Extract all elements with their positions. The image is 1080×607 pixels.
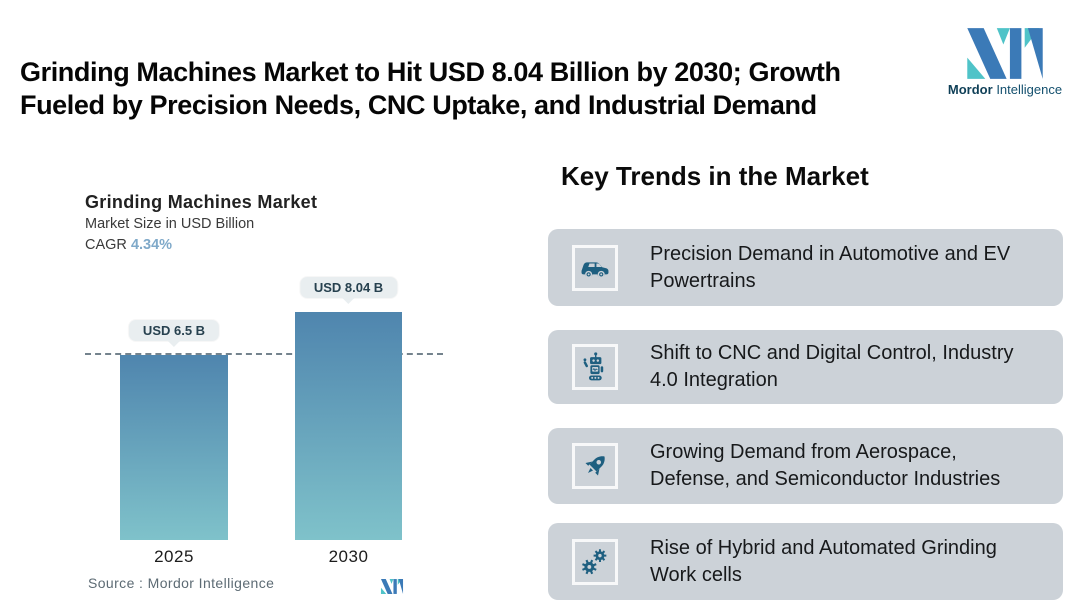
axis-label-2025: 2025 xyxy=(154,547,194,566)
trends-heading: Key Trends in the Market xyxy=(561,161,869,191)
brand-name-bold: Mordor xyxy=(947,82,993,97)
trend-card-automotive: Precision Demand in Automotive and EV Po… xyxy=(548,229,1063,306)
bar-group-2030: USD 8.04 B 2030 xyxy=(295,276,402,566)
value-pill: USD 8.04 B xyxy=(299,276,398,298)
robot-icon xyxy=(583,352,604,381)
trend-card-aerospace: Growing Demand from Aerospace, Defense, … xyxy=(548,428,1063,504)
trend-text: Precision Demand in Automotive and EV Po… xyxy=(650,241,1010,295)
pill-caret-icon xyxy=(342,297,355,304)
gears-icon xyxy=(582,548,607,574)
brand-name-regular: Intelligence xyxy=(996,82,1063,97)
page-title-line1: Grinding Machines Market to Hit USD 8.04… xyxy=(20,57,841,87)
axis-label-2030: 2030 xyxy=(328,547,369,566)
pill-caret-icon xyxy=(167,341,180,348)
bar-chart: USD 6.5 B 2025 USD 8.04 B 2030 xyxy=(85,276,443,566)
dashed-threshold-line xyxy=(85,353,443,356)
trend-icon-box xyxy=(572,443,618,489)
mordor-intelligence-logo-icon xyxy=(967,28,1043,79)
chart-cagr: CAGR 4.34% xyxy=(85,237,172,253)
cagr-value: 4.34% xyxy=(130,237,173,253)
value-label-2025: USD 6.5 B xyxy=(128,320,220,348)
trend-line: Rise of Hybrid and Automated Grinding xyxy=(650,536,997,559)
cagr-label: CAGR xyxy=(85,237,127,253)
trend-text: Growing Demand from Aerospace, Defense, … xyxy=(650,439,1000,493)
source-text: Source : Mordor Intelligence xyxy=(88,575,275,591)
value-pill: USD 6.5 B xyxy=(128,320,220,342)
rocket-icon xyxy=(585,456,605,476)
trend-line: Shift to CNC and Digital Control, Indust… xyxy=(650,342,1014,364)
bar-2030 xyxy=(295,311,402,540)
trend-line: 4.0 Integration xyxy=(650,369,778,391)
car-icon xyxy=(581,261,609,278)
value-label-2030: USD 8.04 B xyxy=(299,276,398,304)
page-title-line2: Fueled by Precision Needs, CNC Uptake, a… xyxy=(20,90,817,120)
trend-line: Powertrains xyxy=(650,269,756,292)
chart-subtitle: Market Size in USD Billion xyxy=(85,216,255,232)
trend-text: Shift to CNC and Digital Control, Indust… xyxy=(650,340,1014,394)
trend-icon-box xyxy=(572,344,618,390)
mordor-intelligence-mini-logo-icon xyxy=(380,579,404,594)
trend-line: Precision Demand in Automotive and EV xyxy=(650,242,1011,265)
trend-card-cnc: Shift to CNC and Digital Control, Indust… xyxy=(548,330,1063,404)
brand-name: Mordor Intelligence xyxy=(945,82,1065,97)
page-title: Grinding Machines Market to Hit USD 8.04… xyxy=(20,56,925,122)
trend-line: Defense, and Semiconductor Industries xyxy=(650,468,1001,490)
trend-icon-box xyxy=(572,244,618,291)
trend-line: Growing Demand from Aerospace, xyxy=(650,441,957,463)
trend-icon-box xyxy=(572,538,618,585)
bar-group-2025: USD 6.5 B 2025 xyxy=(120,285,228,566)
trend-line: Work cells xyxy=(650,563,742,586)
trend-text: Rise of Hybrid and Automated Grinding Wo… xyxy=(650,535,997,589)
brand-logo: Mordor Intelligence xyxy=(945,28,1065,97)
trend-card-hybrid: Rise of Hybrid and Automated Grinding Wo… xyxy=(548,523,1063,600)
chart-title: Grinding Machines Market xyxy=(85,192,318,212)
bar-2025 xyxy=(120,355,228,540)
